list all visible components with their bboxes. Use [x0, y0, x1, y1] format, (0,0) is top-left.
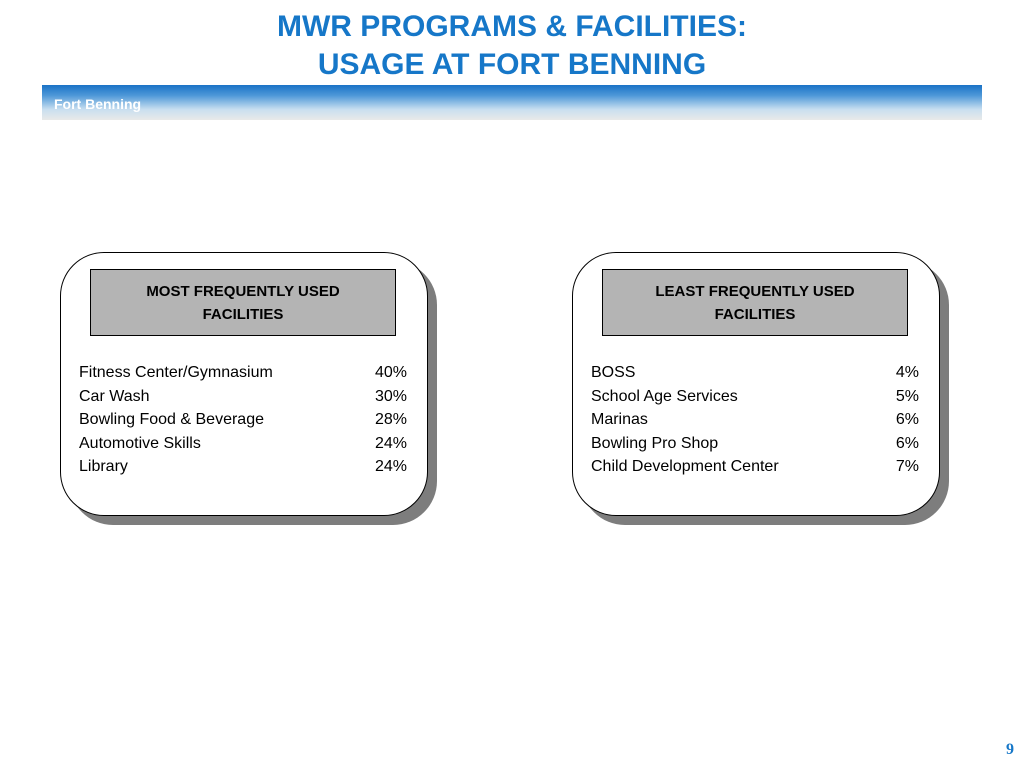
facility-name: Automotive Skills	[79, 434, 201, 452]
least-used-list: BOSS 4% School Age Services 5% Marinas 6…	[591, 361, 919, 479]
location-label: Fort Benning	[54, 96, 142, 112]
most-used-header: MOST FREQUENTLY USED FACILITIES	[90, 269, 396, 336]
facility-percent: 40%	[374, 364, 407, 381]
slide-title-line-2: USAGE AT FORT BENNING	[317, 48, 707, 81]
location-banner: Fort Benning	[42, 85, 982, 120]
facility-percent: 6%	[895, 411, 919, 428]
list-item: Automotive Skills 24%	[79, 432, 407, 456]
most-used-header-text: MOST FREQUENTLY USED FACILITIES	[146, 282, 340, 323]
list-item: Library 24%	[79, 455, 407, 479]
panel-box: LEAST FREQUENTLY USED FACILITIES BOSS 4%…	[572, 252, 940, 516]
page-number: 9	[1006, 741, 1014, 758]
list-item: Bowling Food & Beverage 28%	[79, 408, 407, 432]
list-item: School Age Services 5%	[591, 385, 919, 409]
facility-percent: 4%	[895, 364, 919, 381]
list-item: Child Development Center 7%	[591, 455, 919, 479]
facility-percent: 24%	[374, 434, 407, 452]
facility-name: BOSS	[591, 364, 636, 381]
slide-title-line-1: MWR PROGRAMS & FACILITIES:	[277, 10, 747, 43]
facility-percent: 24%	[374, 458, 407, 475]
list-item: Bowling Pro Shop 6%	[591, 432, 919, 456]
facility-percent: 30%	[374, 387, 407, 405]
facility-percent: 6%	[895, 434, 919, 452]
facility-name: Bowling Food & Beverage	[79, 411, 264, 428]
panel-box: MOST FREQUENTLY USED FACILITIES Fitness …	[60, 252, 428, 516]
facility-percent: 28%	[374, 411, 407, 428]
facility-name: School Age Services	[591, 387, 738, 405]
list-item: Marinas 6%	[591, 408, 919, 432]
facility-name: Marinas	[591, 411, 648, 428]
list-item: BOSS 4%	[591, 361, 919, 385]
most-used-panel: MOST FREQUENTLY USED FACILITIES Fitness …	[60, 252, 437, 525]
least-used-header-text: LEAST FREQUENTLY USED FACILITIES	[655, 282, 855, 323]
facility-name: Child Development Center	[591, 458, 779, 475]
facility-name: Fitness Center/Gymnasium	[79, 364, 273, 381]
most-used-list: Fitness Center/Gymnasium 40% Car Wash 30…	[79, 361, 407, 479]
facility-percent: 7%	[895, 458, 919, 475]
list-item: Fitness Center/Gymnasium 40%	[79, 361, 407, 385]
facility-name: Library	[79, 458, 128, 475]
facility-name: Car Wash	[79, 387, 150, 405]
facility-percent: 5%	[895, 387, 919, 405]
least-used-header: LEAST FREQUENTLY USED FACILITIES	[602, 269, 908, 336]
facility-name: Bowling Pro Shop	[591, 434, 719, 452]
least-used-panel: LEAST FREQUENTLY USED FACILITIES BOSS 4%…	[572, 252, 949, 525]
slide-title: MWR PROGRAMS & FACILITIES: USAGE AT FORT…	[0, 8, 1024, 84]
list-item: Car Wash 30%	[79, 385, 407, 409]
